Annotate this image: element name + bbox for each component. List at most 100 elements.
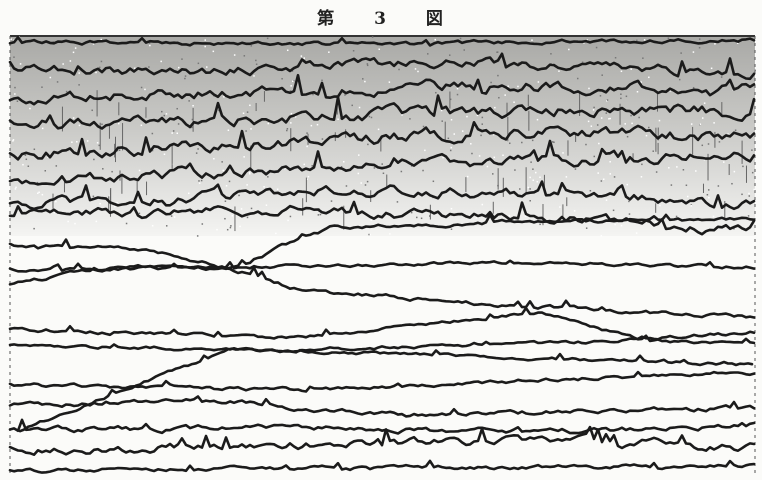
speck — [388, 81, 391, 83]
speck — [427, 53, 429, 55]
speck — [748, 192, 750, 195]
speck — [514, 169, 516, 171]
speck — [640, 81, 642, 83]
speck — [242, 112, 245, 114]
speck — [531, 39, 533, 41]
speck — [751, 171, 754, 174]
speck — [456, 93, 459, 96]
speck — [125, 222, 128, 225]
speck — [508, 215, 511, 217]
speck — [440, 109, 443, 112]
speck — [172, 130, 175, 132]
figure-title: 第 3 図 — [317, 9, 445, 29]
speck — [286, 128, 289, 130]
speck — [466, 115, 468, 118]
speck — [317, 214, 320, 216]
speck — [595, 46, 598, 49]
speck — [524, 215, 527, 217]
speck — [630, 114, 632, 117]
speck — [536, 118, 539, 121]
speck — [707, 143, 710, 145]
speck — [573, 210, 576, 212]
speck — [255, 63, 258, 66]
speck — [586, 39, 589, 41]
speck — [337, 118, 339, 121]
speck — [204, 45, 206, 48]
speck — [151, 225, 154, 227]
speck — [600, 117, 603, 119]
speck — [654, 221, 657, 223]
speck — [428, 215, 431, 217]
speck — [319, 213, 322, 216]
speck — [321, 79, 323, 82]
speck — [101, 123, 103, 126]
speck — [658, 119, 661, 122]
speck — [466, 175, 469, 178]
speck — [450, 228, 453, 230]
speck — [529, 176, 531, 179]
speck — [410, 165, 413, 167]
speck — [532, 168, 534, 170]
speck — [614, 57, 617, 59]
speck — [98, 66, 101, 69]
speck — [690, 123, 693, 125]
speck — [537, 81, 540, 83]
trace — [8, 213, 756, 273]
trace — [18, 347, 754, 433]
speck — [55, 165, 58, 167]
speck — [72, 51, 75, 54]
speck — [99, 202, 101, 205]
speck — [368, 115, 371, 118]
speck — [245, 130, 247, 132]
speck — [703, 102, 706, 104]
speck — [184, 75, 187, 77]
speck — [246, 111, 249, 113]
speck — [248, 171, 251, 174]
speck — [676, 166, 678, 168]
speck — [626, 135, 629, 138]
speck — [76, 140, 78, 143]
speck — [502, 154, 504, 157]
speck — [481, 123, 484, 125]
speck — [424, 149, 426, 152]
speck — [221, 204, 223, 207]
speck — [239, 225, 241, 228]
speck — [478, 155, 481, 157]
speck — [531, 139, 534, 142]
speck — [148, 42, 151, 44]
speck — [678, 78, 681, 81]
speck — [727, 133, 729, 135]
speck — [310, 124, 313, 127]
speck — [741, 193, 743, 196]
speck — [344, 94, 346, 96]
speck — [243, 156, 245, 158]
speck — [699, 123, 702, 125]
speck — [351, 104, 353, 107]
speck — [685, 184, 688, 187]
speck — [680, 52, 682, 54]
speck — [287, 219, 289, 222]
speck — [625, 95, 628, 98]
speck — [590, 125, 593, 127]
speck — [140, 86, 143, 89]
speck — [659, 204, 661, 207]
speck — [492, 133, 495, 136]
speck — [490, 81, 492, 84]
speck — [475, 217, 478, 219]
speck — [176, 132, 179, 135]
speck — [587, 120, 590, 123]
speck — [170, 215, 173, 217]
speck — [613, 176, 616, 178]
speck — [641, 163, 643, 166]
speck — [12, 139, 15, 141]
speck — [527, 186, 530, 189]
speck — [396, 201, 399, 203]
speck — [306, 132, 308, 134]
speck — [588, 87, 590, 90]
speck — [197, 62, 200, 65]
speck — [692, 86, 695, 89]
speck — [172, 208, 175, 210]
trace — [8, 73, 756, 106]
speck — [441, 120, 443, 122]
speck — [529, 188, 531, 190]
